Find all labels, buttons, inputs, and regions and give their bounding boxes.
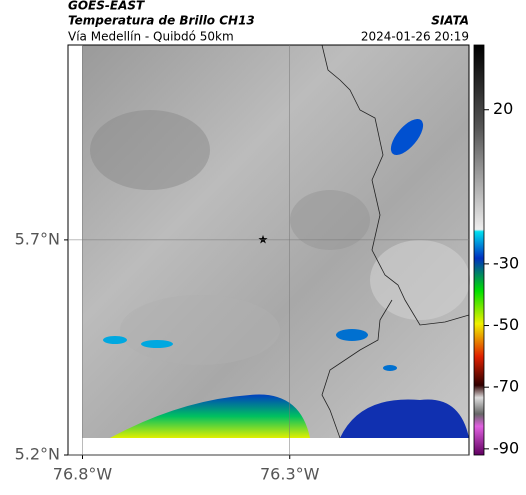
- location-marker: ★: [258, 233, 269, 247]
- route: Vía Medellín - Quibdó 50km: [68, 30, 234, 44]
- cloud: [120, 295, 280, 365]
- cloud: [90, 110, 210, 190]
- product: Temperatura de Brillo CH13: [68, 14, 255, 28]
- cloud: [290, 190, 370, 250]
- brand: SIATA: [431, 14, 469, 28]
- colorbar-tick-label: -50: [493, 315, 519, 334]
- cold-cloud: [383, 365, 397, 371]
- cold-cloud: [390, 118, 424, 156]
- x-tick-label: 76.8°W: [53, 465, 113, 484]
- cold-cloud: [336, 329, 368, 341]
- colorbar: [473, 44, 485, 456]
- x-tick-label: 76.3°W: [260, 465, 320, 484]
- cold-cloud: [110, 394, 310, 438]
- timestamp: 2024-01-26 20:19: [361, 30, 469, 44]
- cold-cloud: [340, 399, 469, 438]
- colorbar-tick-label: -30: [493, 253, 519, 272]
- colorbar-tick-label: -90: [493, 438, 519, 457]
- y-tick-label: 5.2°N: [15, 445, 60, 464]
- y-tick-label: 5.7°N: [15, 229, 60, 248]
- source: GOES-EAST: [68, 0, 145, 13]
- cold-cloud: [141, 340, 173, 348]
- boundary: [321, 44, 470, 326]
- cloud: [370, 240, 470, 320]
- colorbar-tick-label: -70: [493, 377, 519, 396]
- cold-cloud: [103, 336, 127, 344]
- boundary: [321, 299, 393, 439]
- colorbar-tick-label: 20: [493, 99, 513, 118]
